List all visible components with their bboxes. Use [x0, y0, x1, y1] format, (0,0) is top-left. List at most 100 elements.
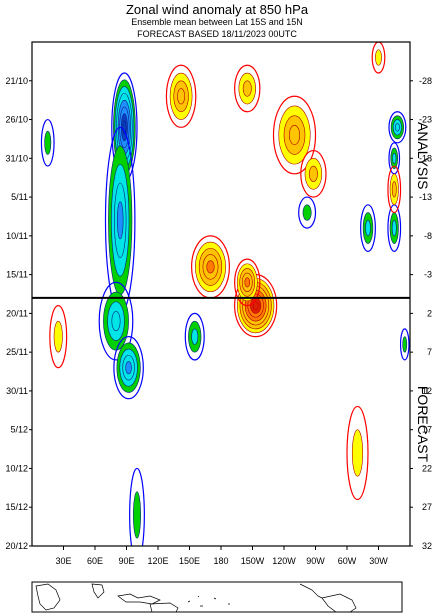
coastline-maritime — [117, 593, 161, 605]
contour-level — [391, 220, 397, 237]
anomaly-feature — [388, 142, 401, 175]
contour-level — [272, 95, 317, 175]
y-tick-right-label: 32 — [422, 541, 432, 551]
y-tick-label: 31/10 — [5, 153, 28, 163]
contour-level — [111, 311, 121, 332]
contour-level — [308, 165, 318, 182]
y-tick-right-label: -13 — [419, 192, 432, 202]
contour-level — [177, 88, 186, 105]
contour-level — [360, 204, 376, 252]
anomaly-feature — [388, 111, 407, 144]
anomaly-feature — [346, 405, 369, 501]
contour-level — [44, 130, 52, 155]
contour-level — [206, 260, 215, 274]
y-tick-label: 30/11 — [6, 386, 28, 396]
x-tick-label: 60W — [338, 556, 357, 566]
anomaly-field — [40, 42, 410, 546]
anomaly-feature — [234, 258, 261, 307]
contour-level — [116, 201, 124, 240]
analysis-label: ANALYSIS — [415, 122, 431, 189]
anomaly-feature — [49, 305, 68, 369]
y-tick-right-label: 27 — [422, 502, 432, 512]
y-tick-label: 21/10 — [5, 76, 28, 86]
anomaly-feature — [40, 118, 55, 167]
coastline-south-america — [321, 593, 357, 613]
contour-level — [242, 80, 252, 97]
x-tick-label: 150E — [179, 556, 200, 566]
y-tick-label: 20/11 — [6, 308, 28, 318]
y-tick-label: 10/12 — [5, 463, 28, 473]
anomaly-feature — [98, 281, 134, 361]
anomaly-feature — [399, 328, 410, 361]
contour-level — [252, 301, 259, 310]
anomaly-feature — [234, 64, 261, 113]
contour-level — [402, 336, 408, 353]
plot-frame — [31, 41, 411, 547]
anomaly-feature — [113, 336, 144, 400]
y-tick-label: 10/11 — [6, 231, 28, 241]
contour-level — [365, 220, 371, 237]
x-tick-label: 150W — [241, 556, 265, 566]
contour-level — [391, 181, 397, 198]
anomaly-feature — [387, 165, 402, 214]
forecast-base-line: FORECAST BASED 18/11/2023 00UTC — [137, 29, 297, 39]
contour-level — [129, 467, 145, 546]
x-tick-label: 120W — [272, 556, 296, 566]
contour-level — [244, 277, 251, 288]
contour-level — [346, 405, 369, 501]
contour-level — [371, 42, 386, 74]
contour-level — [399, 328, 410, 361]
anomaly-feature — [298, 196, 317, 229]
inset-map — [31, 581, 403, 613]
anomaly-feature — [387, 204, 402, 252]
coastline-australia — [149, 602, 179, 613]
chart-title: Zonal wind anomaly at 850 hPa — [125, 2, 309, 17]
y-tick-right-label: 22 — [422, 463, 432, 473]
contour-level — [387, 165, 402, 214]
y-tick-label: 15/12 — [5, 502, 28, 512]
contour-level — [191, 328, 199, 345]
x-tick-label: 120E — [147, 556, 168, 566]
y-tick-right-label: 17 — [422, 425, 432, 435]
contour-level — [234, 258, 261, 307]
y-tick-right-label: 12 — [422, 386, 432, 396]
contour-level — [49, 305, 68, 369]
contour-level — [234, 64, 261, 113]
anomaly-feature — [360, 204, 376, 252]
contour-level — [165, 64, 197, 128]
x-tick-label: 90W — [306, 556, 325, 566]
anomaly-feature — [129, 467, 145, 546]
y-tick-label: 20/12 — [5, 541, 28, 551]
x-tick-label: 60E — [87, 556, 103, 566]
contour-level — [351, 429, 364, 477]
x-tick-label: 90E — [118, 556, 134, 566]
y-axis-left: 21/10 26/10 31/10 5/11 10/11 15/11 20/11 25/11 3… — [5, 76, 32, 551]
y-tick-right-label: -8 — [424, 231, 432, 241]
contour-level — [375, 49, 382, 66]
y-tick-right-label: 7 — [427, 347, 432, 357]
anomaly-feature — [184, 312, 205, 361]
y-tick-label: 15/11 — [6, 270, 28, 280]
y-tick-right-label: -18 — [419, 153, 432, 163]
anomaly-feature — [371, 42, 386, 74]
y-tick-label: 25/11 — [6, 347, 28, 357]
contour-level — [388, 111, 407, 144]
y-tick-label: 5/12 — [10, 425, 28, 435]
x-tick-label: 30E — [55, 556, 71, 566]
y-tick-right-label: -28 — [419, 76, 432, 86]
anomaly-feature — [272, 95, 317, 175]
x-tick-label: 180 — [213, 556, 228, 566]
y-tick-right-label: 2 — [427, 308, 432, 318]
contour-level — [184, 312, 205, 361]
contour-level — [302, 204, 312, 221]
y-tick-right-label: -23 — [419, 115, 432, 125]
coastline-india — [91, 583, 105, 599]
contour-level — [40, 118, 55, 167]
plot-background — [32, 42, 410, 546]
contour-level — [298, 196, 317, 229]
contour-level — [394, 123, 400, 132]
anomaly-feature — [165, 64, 197, 128]
chart-subtitle: Ensemble mean between Lat 15S and 15N — [131, 17, 303, 27]
contour-level — [300, 149, 327, 198]
